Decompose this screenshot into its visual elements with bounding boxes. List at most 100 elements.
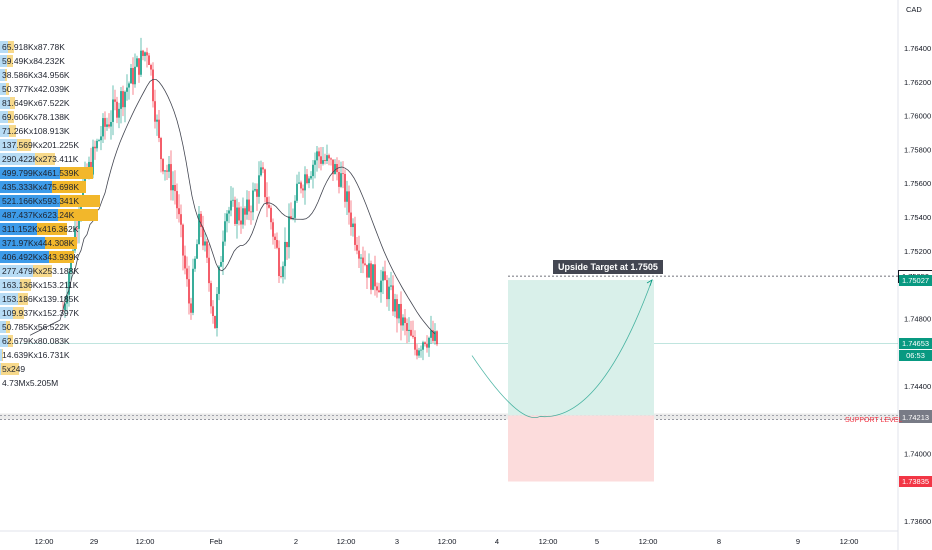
candle-body (198, 213, 200, 245)
candle-body (152, 69, 154, 102)
candle-body (388, 286, 390, 300)
candle-body (164, 170, 166, 172)
candle-body (372, 264, 374, 290)
price-tag: 1.74213 (899, 412, 932, 424)
candle-body (132, 68, 134, 85)
candle-body (424, 342, 426, 345)
candle-body (212, 306, 214, 317)
candle-body (412, 335, 414, 337)
candle-body (120, 91, 122, 109)
candle-body (408, 329, 410, 331)
vp-sell-bar (0, 363, 19, 375)
vp-sell-bar (8, 111, 14, 123)
candle-body (222, 241, 224, 262)
candle-body (238, 207, 240, 221)
candle-body (310, 176, 312, 179)
vp-label: 521.166Kx593.341K (2, 196, 80, 206)
vp-sell-bar (33, 265, 52, 277)
candle-body (200, 213, 202, 228)
candle-body (210, 283, 212, 307)
candle-body (318, 151, 320, 157)
vp-label: 69.606Kx78.138K (2, 112, 70, 122)
candle-body (252, 190, 254, 213)
vp-label: 153.186Kx139.185K (2, 294, 80, 304)
candle-body (162, 159, 164, 172)
candle-body (202, 227, 204, 246)
candle-body (382, 271, 384, 281)
candle-body (332, 159, 334, 175)
volume-profile-row: 137.569Kx201.225K (0, 138, 95, 152)
candle-body (294, 200, 296, 218)
candle-body (100, 136, 102, 141)
candle-body (160, 138, 162, 160)
candle-body (260, 167, 262, 176)
candle-body (258, 175, 260, 197)
vp-sell-bar (4, 69, 8, 81)
y-tick-label: 1.76400 (904, 44, 931, 53)
candle-body (220, 261, 222, 267)
y-tick-label: 1.75400 (904, 213, 931, 222)
x-tick-label: 12:00 (136, 537, 155, 546)
candle-body (284, 241, 286, 267)
vp-buy-bar (0, 307, 14, 319)
candle-body (434, 331, 436, 341)
vp-label: 50.377Kx42.039K (2, 84, 70, 94)
candle-body (286, 241, 288, 248)
candle-body (354, 223, 356, 245)
candle-body (140, 50, 142, 75)
candle-body (426, 344, 428, 348)
candle-body (68, 272, 70, 295)
candle-body (154, 101, 156, 122)
candle-body (406, 323, 408, 331)
candle-body (416, 349, 418, 356)
candle-body (196, 244, 198, 259)
volume-profile-row: 65.918Kx87.78K (0, 40, 95, 54)
candle-body (176, 191, 178, 209)
y-tick-label: 1.73600 (904, 517, 931, 526)
candle-body (194, 258, 196, 269)
candle-body (246, 199, 248, 215)
candle-body (430, 330, 432, 338)
candle-body (206, 241, 208, 258)
candle-body (268, 204, 270, 208)
vp-sell-bar (19, 279, 31, 291)
candle-body (94, 146, 96, 149)
projection-arrow (646, 279, 653, 287)
vp-buy-bar (0, 237, 45, 249)
candle-body (208, 257, 210, 284)
volume-profile-row: 62.679Kx80.083K (0, 334, 95, 348)
volume-profile-row: 499.799Kx461.539K (0, 166, 95, 180)
price-tag: 06:53 (899, 350, 932, 362)
vp-buy-bar (0, 83, 7, 95)
candle-body (270, 207, 272, 223)
candle-body (262, 167, 264, 170)
volume-profile-row: 487.437Kx623.24K (0, 208, 99, 222)
candle-body (304, 174, 306, 191)
candle-body (130, 68, 132, 84)
vp-sell-bar (60, 195, 100, 207)
candle-body (420, 349, 422, 351)
candle-body (340, 173, 342, 187)
y-tick-label: 1.74800 (904, 314, 931, 323)
volume-profile-row: 71.26Kx108.913K (0, 124, 95, 138)
candle-body (226, 213, 228, 222)
candle-body (394, 299, 396, 312)
candle-body (244, 208, 246, 215)
candle-body (106, 124, 108, 127)
candle-body (182, 224, 184, 256)
price-tag: 1.74653 (899, 337, 932, 349)
candle-body (386, 280, 388, 300)
volume-profile: 65.918Kx87.78K 59.49Kx84.232K 38.586Kx34.9… (0, 40, 100, 390)
vp-buy-bar (0, 279, 20, 291)
candle-body (428, 337, 430, 348)
candle-body (166, 170, 168, 172)
target-annotation[interactable]: Upside Target at 1.7505 (553, 260, 663, 275)
candle-body (148, 55, 150, 65)
vp-label: 62.679Kx80.083K (2, 336, 70, 346)
currency-label[interactable]: CAD (906, 5, 922, 14)
x-tick-label: 12:00 (539, 537, 558, 546)
candle-body (172, 185, 174, 191)
volume-profile-row: 153.186Kx139.185K (0, 292, 95, 306)
